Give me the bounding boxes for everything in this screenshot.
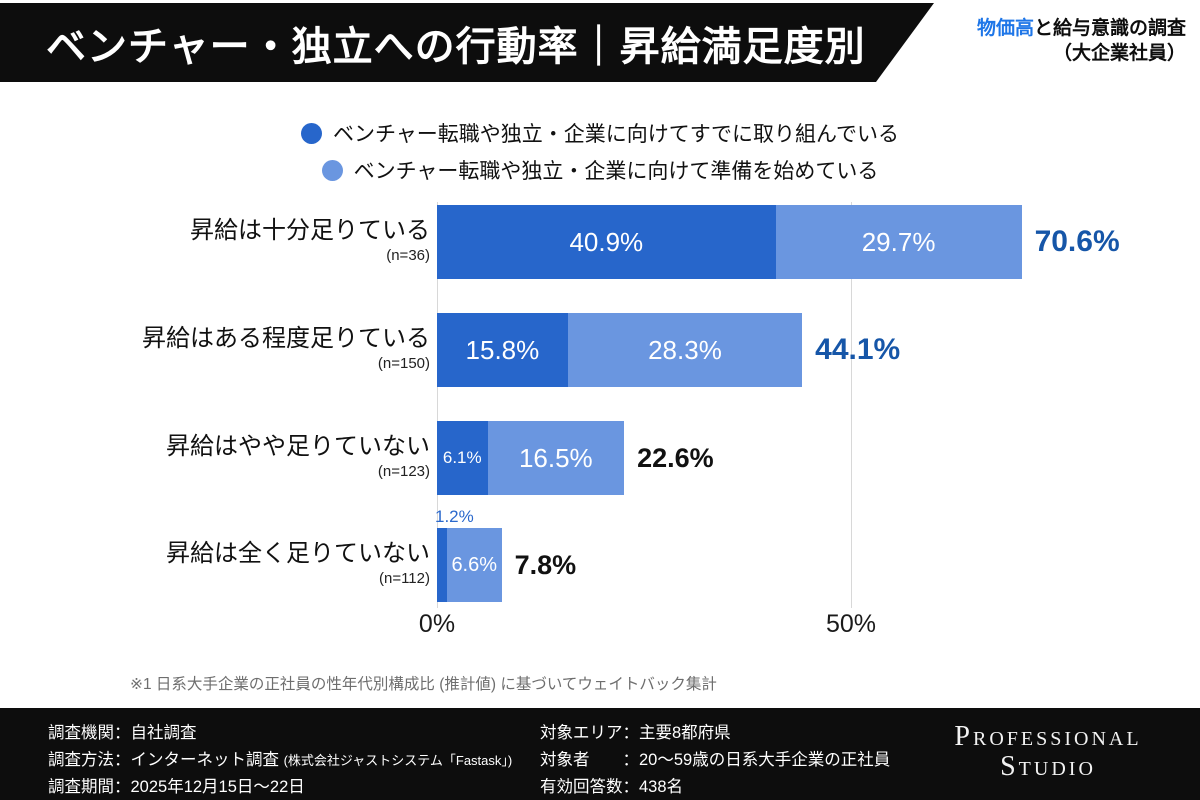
segment-value-label: 6.1%	[442, 448, 482, 467]
legend-label-preparing: ベンチャー転職や独立・企業に向けて準備を始めている	[353, 160, 879, 183]
x-axis-tick-label: 0%	[418, 610, 456, 638]
footer-line-period: 調査期間：2025年12月15日〜22日	[48, 778, 305, 796]
sample-size: (n=123)	[377, 463, 430, 480]
legend-item-preparing: ベンチャー転職や独立・企業に向けて準備を始めている	[0, 155, 1200, 185]
bar-segment: 6.6%	[446, 528, 502, 602]
segment-value-label: 1.2%	[435, 507, 474, 526]
bar-segment: 29.7%	[775, 205, 1022, 279]
gridline	[436, 202, 438, 608]
footer-method-note: (株式会社ジャストシステム「Fastask」)	[283, 753, 513, 768]
row-total-label: 7.8%	[514, 549, 577, 580]
sample-size: (n=36)	[386, 247, 430, 264]
gridline	[850, 202, 852, 608]
x-axis-tick-label: 50%	[825, 610, 877, 638]
segment-value-label: 15.8%	[465, 334, 540, 365]
legend-label-engaged: ベンチャー転職や独立・企業に向けてすでに取り組んでいる	[333, 123, 899, 146]
legend-item-engaged: ベンチャー転職や独立・企業に向けてすでに取り組んでいる	[0, 118, 1200, 148]
segment-value-label: 16.5%	[518, 442, 593, 473]
footer-line-agency: 調査機関：自社調査	[48, 724, 197, 742]
logo-line1: Professional	[954, 721, 1142, 752]
footer-survey-meta-right: 対象エリア：主要8都府県 対象者 ：20〜59歳の日系大手企業の正社員 有効回答…	[540, 720, 890, 800]
row-total-label: 70.6%	[1034, 225, 1120, 258]
survey-name-accent: 物価高	[976, 18, 1034, 39]
footer-survey-meta-left: 調査機関：自社調査 調査方法：インターネット調査 (株式会社ジャストシステム「F…	[48, 720, 512, 800]
survey-name-rest: と給与意識の調査	[1033, 18, 1186, 39]
footer-line-responses: 有効回答数：438名	[540, 778, 684, 796]
bar-segment: 15.8%	[437, 313, 568, 387]
bar-segment: 6.1%	[437, 421, 488, 495]
category-text: 昇給はある程度足りている	[142, 325, 430, 352]
survey-name-line1: 物価高と給与意識の調査	[977, 16, 1186, 41]
category-label: 昇給は全く足りていない (n=112)	[0, 539, 430, 589]
segment-value-label: 40.9%	[569, 226, 644, 257]
footer-line-method: 調査方法：インターネット調査 (株式会社ジャストシステム「Fastask」)	[48, 751, 513, 769]
footnote: ※1 日系大手企業の正社員の性年代別構成比 (推計値) に基づいてウェイトバック…	[130, 676, 717, 693]
category-text: 昇給は十分足りている	[190, 217, 430, 244]
category-label: 昇給はある程度足りている (n=150)	[0, 324, 430, 374]
bar-segment: 40.9%	[437, 205, 776, 279]
footer-line-area: 対象エリア：主要8都府県	[540, 724, 731, 742]
segment-value-label: 6.6%	[451, 553, 498, 576]
sample-size: (n=150)	[377, 355, 430, 372]
footer-bar: 調査機関：自社調査 調査方法：インターネット調査 (株式会社ジャストシステム「F…	[0, 708, 1200, 800]
bar-segment: 16.5%	[487, 421, 625, 495]
survey-name: 物価高と給与意識の調査 （大企業社員）	[977, 16, 1186, 66]
legend-marker-light-icon	[321, 159, 343, 181]
header-banner: ベンチャー・独立への行動率｜昇給満足度別	[0, 3, 934, 82]
category-label: 昇給は十分足りている (n=36)	[0, 216, 430, 266]
segment-value-label: 28.3%	[648, 334, 722, 365]
category-label: 昇給はやや足りていない (n=123)	[0, 432, 430, 482]
professional-studio-logo: Professional Studio	[918, 722, 1178, 782]
legend-marker-dark-icon	[301, 122, 323, 144]
segment-value-label: 29.7%	[861, 226, 936, 257]
sample-size: (n=112)	[378, 570, 430, 587]
bar-segment	[437, 528, 447, 602]
category-text: 昇給はやや足りていない	[166, 433, 430, 460]
logo-line2: Studio	[1000, 751, 1096, 782]
page-title: ベンチャー・独立への行動率｜昇給満足度別	[46, 24, 866, 69]
row-total-label: 44.1%	[815, 333, 901, 366]
footer-line-subjects: 対象者 ：20〜59歳の日系大手企業の正社員	[540, 751, 891, 769]
category-text: 昇給は全く足りていない	[166, 540, 430, 567]
row-total-label: 22.6%	[637, 442, 714, 473]
survey-name-line2: （大企業社員）	[1052, 43, 1186, 64]
bar-segment: 28.3%	[567, 313, 803, 387]
